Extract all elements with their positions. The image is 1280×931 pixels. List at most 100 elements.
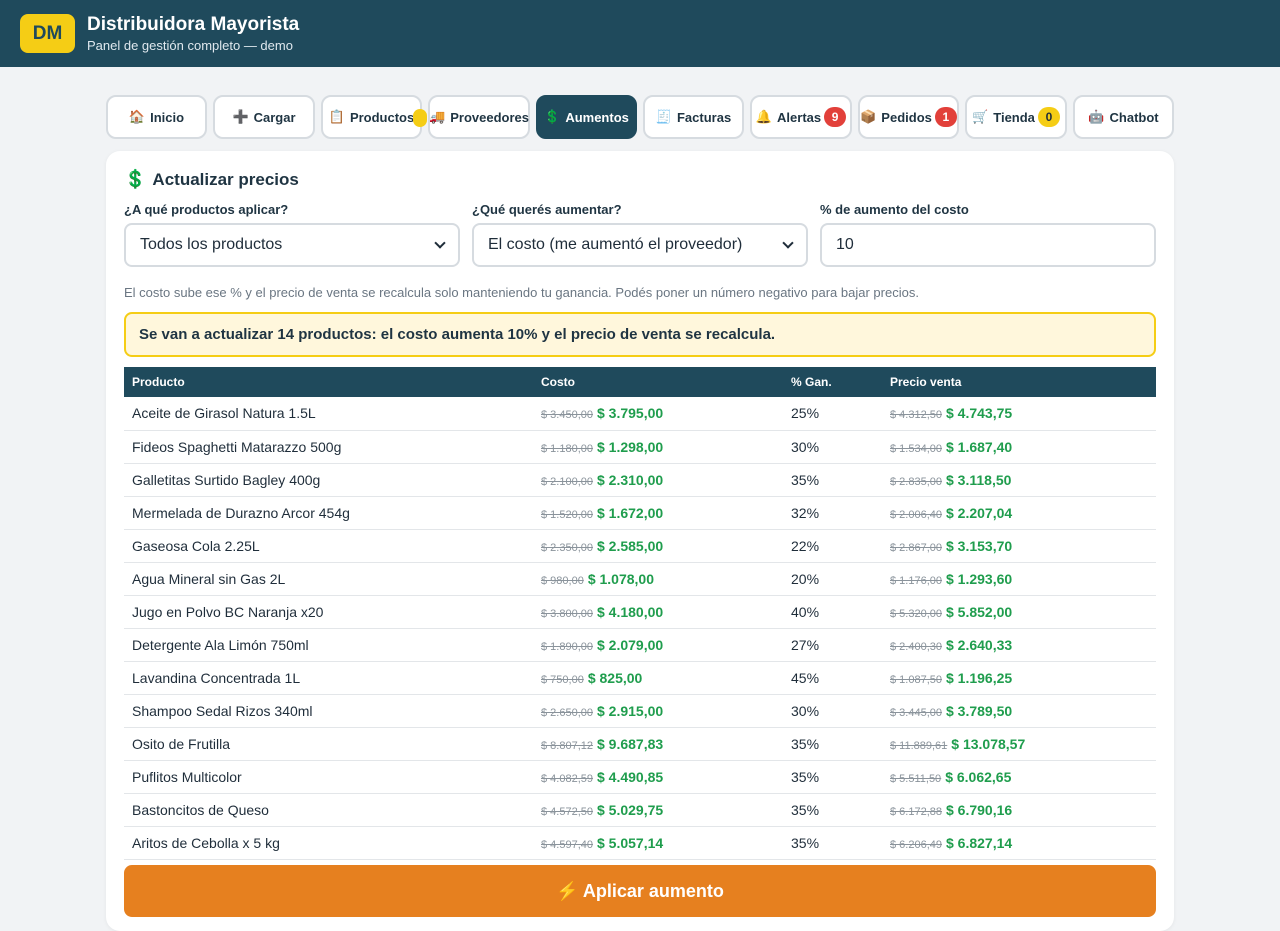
price-cell: $ 11.889,61 $ 13.078,57 bbox=[882, 727, 1156, 761]
tab-alertas[interactable]: 🔔 Alertas 9 bbox=[750, 95, 852, 139]
old-cost: $ 1.520,00 bbox=[541, 508, 593, 521]
column-header: Precio venta bbox=[890, 375, 962, 389]
plus-icon: ➕ bbox=[232, 109, 249, 124]
percent-input[interactable] bbox=[836, 236, 1140, 254]
home-icon: 🏠 bbox=[128, 109, 146, 124]
table-row: Mermelada de Durazno Arcor 454g $ 1.520,0… bbox=[124, 496, 1156, 530]
price-cell: $ 5.511,50 $ 6.062,65 bbox=[882, 760, 1156, 794]
cost-cell: $ 4.082,59 $ 4.490,85 bbox=[533, 760, 783, 794]
new-price: $ 6.827,14 bbox=[946, 834, 1013, 851]
new-price: $ 1.293,60 bbox=[946, 570, 1013, 587]
old-price: $ 2.867,00 bbox=[890, 541, 942, 554]
gain-percent: 25% bbox=[783, 397, 882, 431]
old-cost: $ 4.597,40 bbox=[541, 838, 593, 851]
product-name: Aritos de Cebolla x 5 kg bbox=[124, 826, 533, 860]
app-title: Distribuidora Mayorista bbox=[87, 13, 300, 35]
cost-cell: $ 1.520,00 $ 1.672,00 bbox=[533, 496, 783, 530]
gain-percent: 22% bbox=[783, 529, 882, 563]
product-name: Osito de Frutilla bbox=[124, 727, 533, 761]
percent-field: % de aumento del costo bbox=[820, 202, 1156, 267]
apply-to-select[interactable]: Todos los productos bbox=[124, 223, 460, 267]
gain-percent: 35% bbox=[783, 793, 882, 827]
dollar-icon: 💲 bbox=[544, 109, 561, 124]
gain-percent: 30% bbox=[783, 694, 882, 728]
productos-badge bbox=[413, 109, 427, 127]
truck-icon: 🚚 bbox=[429, 109, 446, 124]
apply-to-label: ¿A qué productos aplicar? bbox=[124, 202, 289, 217]
new-cost: $ 9.687,83 bbox=[597, 735, 664, 752]
tab-aumentos[interactable]: 💲 Aumentos bbox=[536, 95, 637, 139]
new-price: $ 1.196,25 bbox=[946, 669, 1013, 686]
tab-label: Alertas bbox=[777, 109, 822, 125]
tab-productos[interactable]: 📋 Productos bbox=[321, 95, 427, 139]
product-name: Fideos Spaghetti Matarazzo 500g bbox=[124, 430, 533, 464]
price-cell: $ 3.445,00 $ 3.789,50 bbox=[882, 694, 1156, 728]
price-cell: $ 2.006,40 $ 2.207,04 bbox=[882, 496, 1156, 530]
products-table: Producto Costo % Gan. Precio venta Aceit… bbox=[124, 367, 1156, 860]
apply-increase-button[interactable]: ⚡ Aplicar aumento bbox=[124, 865, 1156, 917]
tab-label: Inicio bbox=[150, 109, 185, 125]
price-cell: $ 1.087,50 $ 1.196,25 bbox=[882, 661, 1156, 695]
tab-facturas[interactable]: 🧾 Facturas bbox=[643, 95, 744, 139]
tab-label: Chatbot bbox=[1109, 109, 1159, 125]
increase-what-label: ¿Qué querés aumentar? bbox=[472, 202, 622, 217]
table-row: Shampoo Sedal Rizos 340ml $ 2.650,00 $ 2.9… bbox=[124, 694, 1156, 728]
old-cost: $ 1.890,00 bbox=[541, 640, 593, 653]
product-name: Bastoncitos de Queso bbox=[124, 793, 533, 827]
tab-tienda[interactable]: 🛒 Tienda 0 bbox=[965, 95, 1067, 139]
product-name: Galletitas Surtido Bagley 400g bbox=[124, 463, 533, 497]
old-cost: $ 2.100,00 bbox=[541, 475, 593, 488]
cost-cell: $ 4.572,50 $ 5.029,75 bbox=[533, 793, 783, 827]
price-cell: $ 2.400,30 $ 2.640,33 bbox=[882, 628, 1156, 662]
price-cell: $ 1.176,00 $ 1.293,60 bbox=[882, 562, 1156, 596]
new-cost: $ 5.029,75 bbox=[597, 801, 664, 818]
top-bar: DM Distribuidora Mayorista Panel de gest… bbox=[0, 0, 1280, 67]
product-name: Puflitos Multicolor bbox=[124, 760, 533, 794]
old-price: $ 5.320,00 bbox=[890, 607, 942, 620]
tab-inicio[interactable]: 🏠 Inicio bbox=[106, 95, 207, 139]
old-price: $ 1.534,00 bbox=[890, 442, 942, 455]
new-price: $ 2.207,04 bbox=[946, 504, 1013, 521]
tab-label: Pedidos bbox=[881, 109, 932, 125]
new-cost: $ 1.298,00 bbox=[597, 438, 664, 455]
cost-cell: $ 2.350,00 $ 2.585,00 bbox=[533, 529, 783, 563]
new-price: $ 5.852,00 bbox=[946, 603, 1013, 620]
gain-percent: 40% bbox=[783, 595, 882, 629]
table-body: Aceite de Girasol Natura 1.5L $ 3.450,00 $… bbox=[124, 397, 1156, 860]
tab-chatbot[interactable]: 🤖 Chatbot bbox=[1073, 95, 1174, 139]
update-notice: Se van a actualizar 14 productos: el cos… bbox=[124, 312, 1156, 357]
tab-proveedores[interactable]: 🚚 Proveedores bbox=[428, 95, 530, 139]
price-cell: $ 4.312,50 $ 4.743,75 bbox=[882, 397, 1156, 431]
apply-to-field: ¿A qué productos aplicar? Todos los prod… bbox=[124, 202, 460, 267]
increase-what-select[interactable]: El costo (me aumentó el proveedor) bbox=[472, 223, 808, 267]
gain-percent: 35% bbox=[783, 463, 882, 497]
tab-label: Facturas bbox=[676, 109, 732, 125]
price-cell: $ 5.320,00 $ 5.852,00 bbox=[882, 595, 1156, 629]
old-price: $ 6.206,49 bbox=[890, 838, 942, 851]
tab-label: Aumentos bbox=[565, 109, 629, 125]
receipt-icon: 🧾 bbox=[655, 109, 672, 124]
new-price: $ 3.118,50 bbox=[946, 471, 1012, 488]
product-name: Agua Mineral sin Gas 2L bbox=[124, 562, 533, 596]
new-cost: $ 4.490,85 bbox=[597, 768, 664, 785]
increase-what-value: El costo (me aumentó el proveedor) bbox=[488, 236, 743, 253]
new-price: $ 13.078,57 bbox=[951, 735, 1026, 752]
tab-pedidos[interactable]: 📦 Pedidos 1 bbox=[858, 95, 959, 139]
package-icon: 📦 bbox=[860, 109, 877, 124]
new-cost: $ 1.672,00 bbox=[597, 504, 664, 521]
cost-cell: $ 2.650,00 $ 2.915,00 bbox=[533, 694, 783, 728]
old-cost: $ 750,00 bbox=[541, 673, 584, 686]
cart-icon: 🛒 bbox=[972, 109, 989, 124]
table-row: Aceite de Girasol Natura 1.5L $ 3.450,00 $… bbox=[124, 397, 1156, 431]
new-price: $ 3.789,50 bbox=[946, 702, 1013, 719]
old-cost: $ 4.082,59 bbox=[541, 772, 593, 785]
old-cost: $ 1.180,00 bbox=[541, 442, 593, 455]
price-cell: $ 2.867,00 $ 3.153,70 bbox=[882, 529, 1156, 563]
new-cost: $ 2.585,00 bbox=[597, 537, 664, 554]
tab-cargar[interactable]: ➕ Cargar bbox=[213, 95, 315, 139]
cost-cell: $ 8.807,12 $ 9.687,83 bbox=[533, 727, 783, 761]
product-name: Detergente Ala Limón 750ml bbox=[124, 628, 533, 662]
price-cell: $ 6.206,49 $ 6.827,14 bbox=[882, 826, 1156, 860]
old-price: $ 2.835,00 bbox=[890, 475, 942, 488]
chevron-down-icon bbox=[434, 237, 446, 249]
